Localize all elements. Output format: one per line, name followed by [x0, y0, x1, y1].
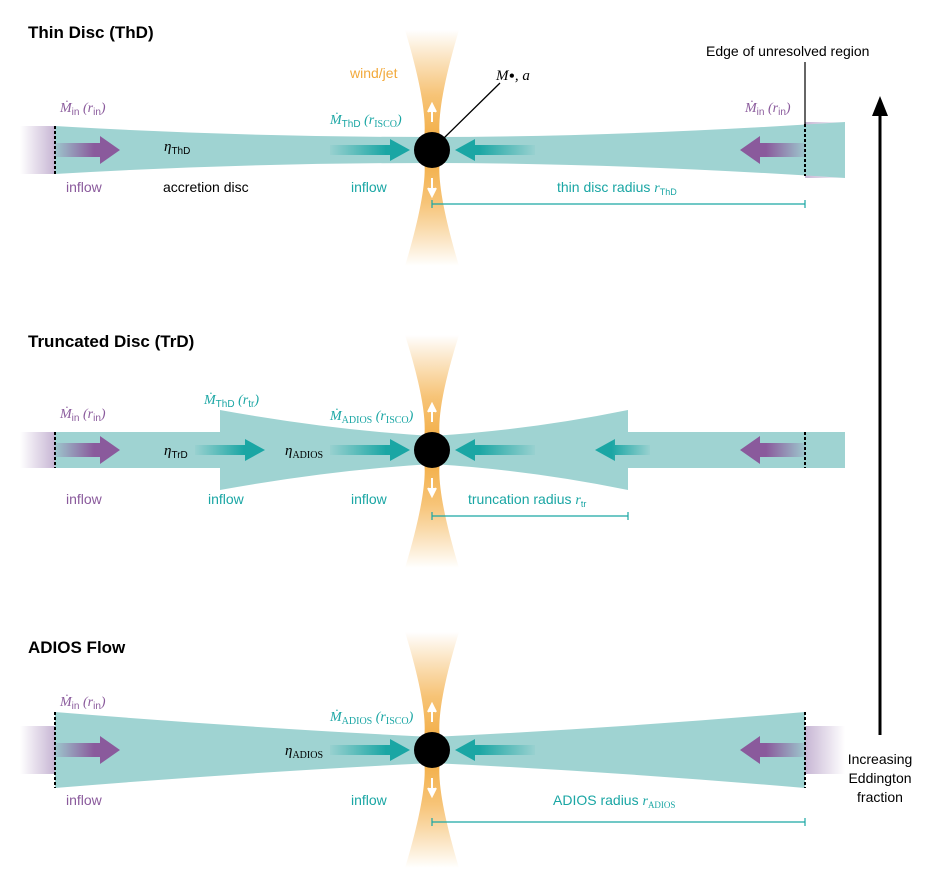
radius-bar	[431, 200, 806, 208]
mdot-adios-isco: ṀADIOS (rISCO)	[329, 408, 414, 426]
eta-adios: ηADIOS	[285, 743, 323, 761]
panel-title: Thin Disc (ThD)	[28, 23, 154, 42]
black-hole	[414, 132, 450, 168]
adios-radius-label: ADIOS radius rADIOS	[553, 792, 675, 810]
inflow-arrow-mid-right	[595, 439, 650, 461]
inflow-arrow-center-left	[330, 139, 410, 161]
jet-bottom	[405, 752, 459, 868]
inflow-arrow-right	[740, 136, 805, 164]
black-hole-pointer	[443, 82, 501, 139]
mdot-in-left: Ṁin (rin)	[59, 694, 106, 712]
inflow-arrow-center-right	[455, 139, 535, 161]
panel-thin-disc: Thin Disc (ThD) M•, a wind/jet Edge of u…	[20, 23, 869, 266]
jet-bottom	[405, 452, 459, 568]
inflow-arrow-mid-left	[195, 439, 265, 461]
outflow-arrow-up	[427, 101, 437, 122]
wind-jet-label: wind/jet	[349, 65, 398, 81]
inflow-arrow-center-right	[455, 439, 535, 461]
inflow-label-center: inflow	[351, 792, 388, 808]
mdot-thd-isco: ṀThD (rISCO)	[329, 112, 402, 130]
outflow-arrow-up	[427, 701, 437, 722]
side-label-line-1: Increasing	[848, 751, 913, 767]
jet-top	[405, 30, 459, 148]
mdot-in-left: Ṁin (rin)	[59, 406, 106, 424]
black-hole	[414, 732, 450, 768]
radius-bar	[431, 818, 806, 826]
accretion-disc-label: accretion disc	[163, 179, 249, 195]
unresolved-region-left	[20, 126, 55, 174]
edge-of-unresolved-label: Edge of unresolved region	[706, 43, 869, 59]
thin-disc-radius-label: thin disc radius rThD	[557, 179, 677, 197]
unresolved-region-left	[20, 432, 55, 468]
outflow-arrow-down	[427, 778, 437, 799]
unresolved-region-right	[805, 726, 845, 774]
outflow-arrow-down	[427, 478, 437, 499]
inflow-arrow-right	[740, 436, 805, 464]
jet-top	[405, 632, 459, 748]
unresolved-region-left	[20, 726, 55, 774]
inflow-arrow-left	[55, 436, 120, 464]
inflow-arrow-center-left	[330, 439, 410, 461]
outflow-arrow-up	[427, 401, 437, 422]
eta-thd: ηThD	[164, 139, 190, 157]
inflow-arrow-center-left	[330, 739, 410, 761]
inflow-arrow-left	[55, 736, 120, 764]
truncation-radius-label: truncation radius rtr	[468, 491, 586, 509]
side-label-line-3: fraction	[857, 789, 903, 805]
inflow-arrow-left	[55, 136, 120, 164]
inflow-label-center: inflow	[351, 491, 388, 507]
panel-title: ADIOS Flow	[28, 638, 126, 657]
bh-mass-label: M•, a	[495, 66, 530, 86]
mdot-in-right: Ṁin (rin)	[744, 100, 791, 118]
side-label-line-2: Eddington	[848, 770, 911, 786]
black-hole	[414, 432, 450, 468]
panel-title: Truncated Disc (TrD)	[28, 332, 194, 351]
mdot-thd-tr: ṀThD (rtr)	[203, 392, 259, 410]
mdot-adios-isco: ṀADIOS (rISCO)	[329, 709, 414, 727]
inflow-label-mid: inflow	[208, 491, 245, 507]
outflow-arrow-down	[427, 178, 437, 199]
arrow-head	[872, 96, 888, 116]
panel-adios-flow: ADIOS Flow Ṁin (rin) ṀADIOS (rISCO) ηADI…	[20, 632, 845, 868]
eddington-arrow: Increasing Eddington fraction	[848, 96, 913, 805]
radius-bar	[431, 512, 629, 520]
jet-top	[405, 335, 459, 448]
eta-trd: ηTrD	[164, 443, 188, 461]
eta-adios: ηADIOS	[285, 443, 323, 461]
inflow-label-left: inflow	[66, 491, 103, 507]
mdot-in-left: Ṁin (rin)	[59, 100, 106, 118]
inflow-label-center: inflow	[351, 179, 388, 195]
inflow-label-left: inflow	[66, 179, 103, 195]
panel-truncated-disc: Truncated Disc (TrD) Ṁin (rin) ṀThD (rtr…	[20, 332, 845, 568]
inflow-label-left: inflow	[66, 792, 103, 808]
thin-disc-right	[628, 432, 845, 468]
inflow-arrow-center-right	[455, 739, 535, 761]
inflow-arrow-right	[740, 736, 805, 764]
